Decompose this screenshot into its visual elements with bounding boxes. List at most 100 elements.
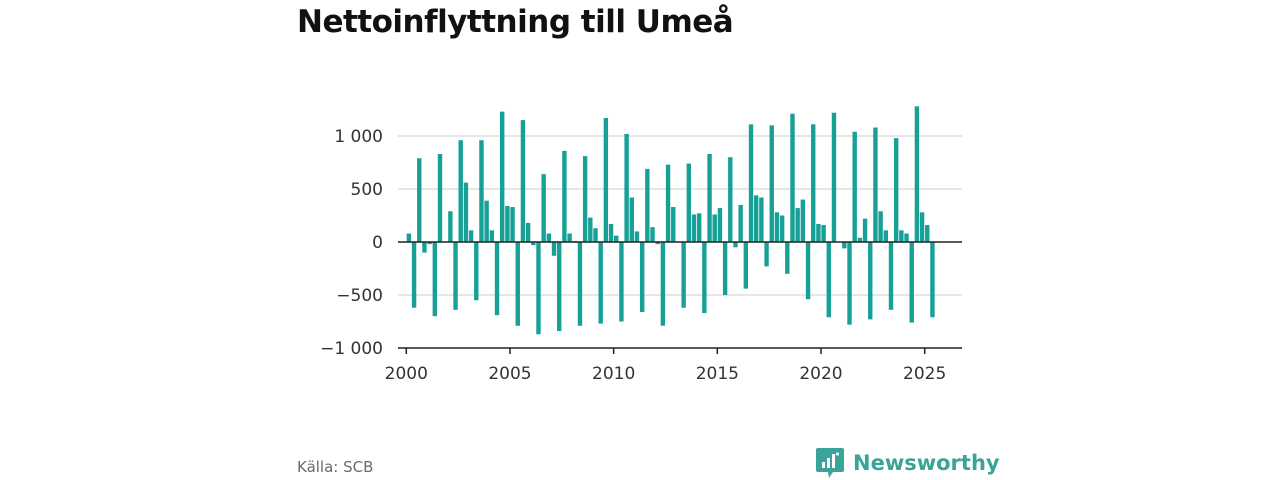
bar	[686, 163, 692, 242]
bar	[743, 242, 749, 289]
bar-chart: 1 000 500 0 −500 −1 000 2000 2005 2010 2015 2020…	[320, 106, 962, 384]
x-tick-label: 2000	[385, 364, 428, 384]
bar	[800, 199, 806, 242]
bar	[748, 124, 754, 242]
bar	[567, 233, 572, 242]
bar	[759, 197, 764, 242]
bar	[852, 131, 857, 242]
bar	[468, 230, 474, 242]
bar	[510, 207, 515, 242]
bar	[448, 211, 453, 242]
y-tick-label: −500	[336, 286, 383, 306]
bar	[608, 223, 614, 242]
bar	[427, 242, 432, 245]
gridlines	[398, 135, 962, 296]
bar	[474, 242, 479, 301]
bar	[722, 242, 728, 295]
bar	[660, 242, 666, 326]
bar	[505, 205, 510, 242]
bar	[557, 242, 562, 332]
bar	[546, 233, 552, 242]
x-tick-label: 2005	[488, 364, 531, 384]
x-tick-label: 2015	[696, 364, 739, 384]
x-tick-label: 2025	[903, 364, 946, 384]
y-axis-labels: 1 000 500 0 −500 −1 000	[320, 127, 383, 359]
bar	[629, 197, 634, 242]
bar	[873, 127, 878, 242]
bar	[728, 157, 733, 242]
bar	[842, 242, 847, 249]
bar	[655, 242, 660, 245]
bar	[463, 182, 469, 242]
bar	[779, 215, 785, 242]
bar	[930, 242, 935, 318]
bar	[665, 164, 671, 242]
y-tick-label: 500	[351, 180, 383, 200]
bar	[432, 242, 438, 317]
bar	[914, 106, 920, 242]
bar	[696, 213, 702, 242]
bars	[406, 106, 935, 335]
bar	[593, 228, 598, 242]
bar	[551, 242, 557, 256]
bar	[904, 233, 909, 242]
bar	[899, 230, 904, 242]
bar	[811, 124, 816, 242]
bar	[717, 208, 723, 242]
bar	[733, 242, 738, 248]
bar	[738, 204, 743, 242]
bar	[790, 113, 795, 243]
bar	[909, 242, 914, 323]
bar	[821, 225, 826, 242]
bar	[634, 231, 640, 242]
bar	[499, 111, 505, 243]
bar	[536, 242, 541, 335]
bar	[831, 112, 837, 243]
y-tick-label: −1 000	[320, 339, 383, 359]
bar	[417, 158, 422, 242]
bar	[411, 242, 417, 308]
bar	[785, 242, 790, 274]
bar	[614, 235, 619, 242]
bar	[582, 156, 588, 242]
bar	[588, 217, 593, 242]
x-tick-label: 2020	[799, 364, 842, 384]
bar	[525, 222, 531, 242]
axes	[398, 241, 962, 354]
bar	[479, 140, 484, 242]
bar	[707, 154, 712, 242]
bar	[702, 242, 707, 314]
newsworthy-logo[interactable]: Newsworthy	[815, 446, 1000, 480]
bar	[489, 230, 495, 242]
bar	[453, 242, 458, 310]
bar	[826, 242, 831, 318]
bar	[883, 230, 888, 242]
bar-chart-icon	[816, 448, 844, 478]
bar	[691, 214, 697, 242]
bar	[520, 120, 526, 242]
y-tick-label: 0	[372, 233, 383, 253]
chart-title: Nettoinflyttning till Umeå	[297, 4, 734, 40]
bar	[541, 174, 546, 242]
bar	[619, 242, 624, 322]
bar	[862, 218, 868, 242]
bar	[774, 212, 780, 242]
bar	[769, 125, 774, 242]
brand-name: Newsworthy	[853, 451, 1000, 475]
bar	[458, 140, 463, 242]
bar	[406, 233, 412, 242]
bar	[437, 154, 443, 242]
bar	[422, 242, 427, 253]
bar	[795, 208, 800, 242]
bar	[868, 242, 873, 320]
y-tick-label: 1 000	[334, 127, 383, 147]
bar	[857, 237, 863, 242]
bar	[562, 150, 567, 242]
bar	[893, 138, 899, 242]
bar	[847, 242, 852, 325]
bar	[639, 242, 645, 312]
bar	[888, 242, 894, 310]
bar	[577, 242, 583, 326]
bar	[484, 200, 489, 242]
source-note: Källa: SCB	[297, 458, 374, 476]
